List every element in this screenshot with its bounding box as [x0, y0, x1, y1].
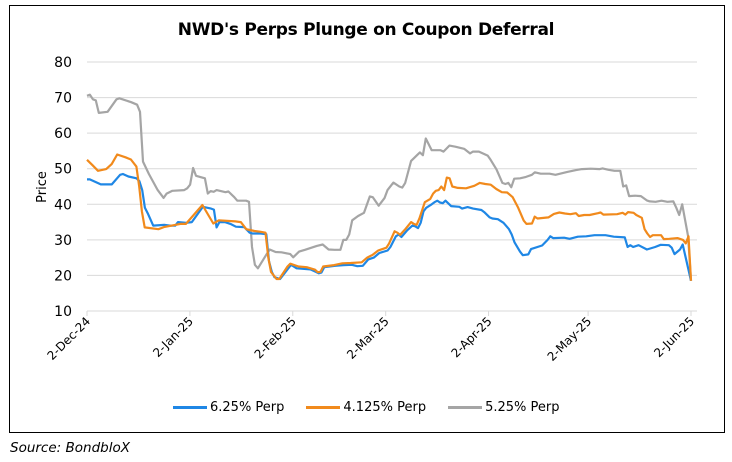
y-tick-label: 60: [54, 126, 72, 142]
legend-swatch-4-125-perp: [306, 406, 341, 409]
y-tick-label: 80: [54, 55, 72, 71]
legend-item: 6.25% Perp: [173, 400, 284, 415]
x-tick-label: 2-May-25: [545, 314, 595, 364]
y-tick-label: 10: [54, 304, 72, 320]
legend-item: 4.125% Perp: [306, 400, 426, 415]
chart-frame: [9, 5, 725, 433]
y-tick-label: 20: [54, 268, 72, 284]
y-axis-ticks: 10 20 30 40 50 60 70 80: [54, 55, 72, 320]
chart-title: NWD's Perps Plunge on Coupon Deferral: [177, 20, 555, 40]
series-lines: [86, 93, 693, 282]
legend-swatch-5-25-perp: [448, 406, 483, 409]
legend-item: 5.25% Perp: [448, 400, 559, 415]
y-axis-label: Price: [35, 171, 50, 203]
legend-label: 5.25% Perp: [485, 400, 560, 415]
legend: 6.25% Perp 4.125% Perp 5.25% Perp: [173, 400, 581, 415]
x-tick-label: 2-Mar-25: [344, 314, 392, 362]
y-tick-label: 50: [54, 162, 72, 178]
x-tick-label: 2-Dec-24: [44, 314, 93, 363]
x-tick-label: 2-Apr-25: [449, 314, 495, 360]
x-tick-label: 2-Feb-25: [252, 314, 299, 361]
legend-swatch-6-25-perp: [173, 406, 207, 409]
gridlines: [87, 61, 697, 312]
y-tick-label: 70: [54, 91, 72, 107]
y-tick-label: 40: [54, 197, 72, 213]
legend-label: 6.25% Perp: [210, 400, 285, 415]
legend-label: 4.125% Perp: [343, 400, 427, 415]
y-tick-label: 30: [54, 233, 72, 249]
source-note: Source: BondbloX: [10, 440, 130, 456]
x-axis-ticks: 2-Dec-24 2-Jan-25 2-Feb-25 2-Mar-25 2-Apr-25…: [44, 311, 697, 364]
series-line-4-125-perp: [86, 153, 693, 281]
series-line-5-25-perp: [86, 93, 693, 281]
x-tick-label: 2-Jan-25: [150, 314, 196, 360]
x-tick-label: 2-Jun-25: [651, 314, 697, 360]
